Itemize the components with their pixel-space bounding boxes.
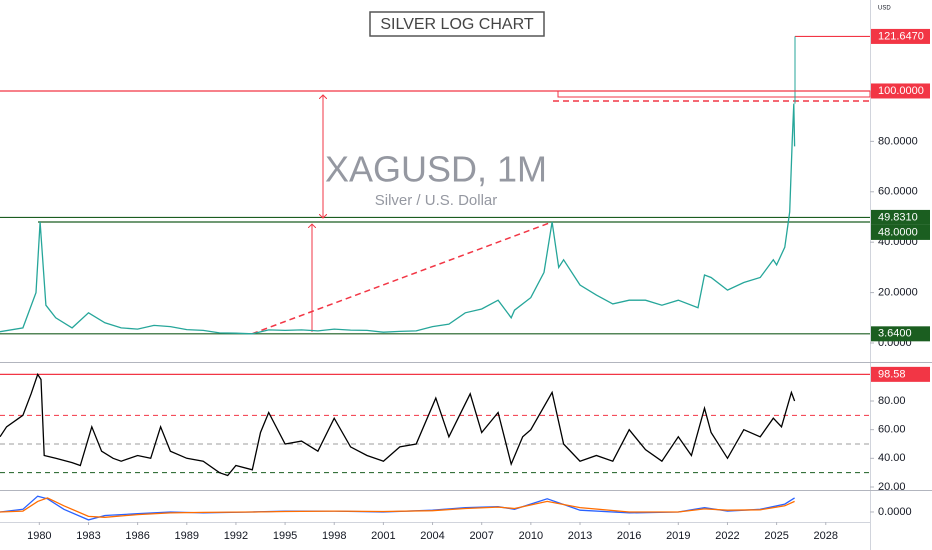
y-tick-label: 60.00 [878, 424, 906, 436]
x-tick-label: 1989 [175, 530, 199, 542]
symbol-watermark: XAGUSD, 1M [325, 149, 547, 190]
level-label: 3.6400 [878, 328, 912, 340]
x-tick-label: 2007 [469, 530, 493, 542]
x-tick-label: 2028 [814, 530, 838, 542]
x-tick-label: 1986 [125, 530, 149, 542]
level-label: 48.0000 [878, 226, 918, 238]
currency-label: USD [878, 6, 891, 12]
data-line [0, 103, 796, 335]
x-tick-label: 2013 [568, 530, 592, 542]
level-label: 121.6470 [878, 30, 924, 42]
level-label-bg [871, 224, 930, 240]
x-tick-label: 2019 [666, 530, 690, 542]
drawing-trendline [251, 221, 553, 335]
y-tick-label: 0.0000 [878, 506, 912, 518]
x-tick-label: 2004 [420, 530, 444, 542]
x-tick-label: 1983 [76, 530, 100, 542]
x-tick-label: 2016 [617, 530, 641, 542]
x-tick-label: 2025 [764, 530, 788, 542]
y-tick-label: 80.00 [878, 395, 906, 407]
x-tick-label: 1992 [224, 530, 248, 542]
level-label: 98.58 [878, 368, 906, 380]
y-tick-label: 80.0000 [878, 135, 918, 147]
x-tick-label: 2022 [715, 530, 739, 542]
x-tick-label: 2001 [371, 530, 395, 542]
title-box [369, 11, 545, 37]
description-watermark: Silver / U.S. Dollar [375, 192, 498, 209]
level-label: 100.0000 [878, 85, 924, 97]
x-tick-label: 1998 [322, 530, 346, 542]
y-tick-label: 20.0000 [878, 287, 918, 299]
y-tick-label: 40.00 [878, 452, 906, 464]
x-tick-label: 1995 [273, 530, 297, 542]
data-line [0, 497, 795, 518]
y-tick-label: 60.0000 [878, 186, 918, 198]
y-tick-label: 20.00 [878, 481, 906, 493]
level-label-bg [871, 83, 930, 99]
level-label-bg [871, 366, 930, 382]
level-label-bg [871, 209, 930, 225]
level-label: 49.8310 [878, 211, 918, 223]
plots: 0.000020.000040.000060.000080.0000121.64… [0, 28, 930, 542]
level-label-bg [871, 28, 930, 44]
x-tick-label: 2010 [519, 530, 543, 542]
data-line [0, 372, 796, 477]
level-label-bg [871, 326, 930, 342]
x-tick-label: 1980 [27, 530, 51, 542]
chart-title: SILVER LOG CHART [380, 16, 533, 33]
